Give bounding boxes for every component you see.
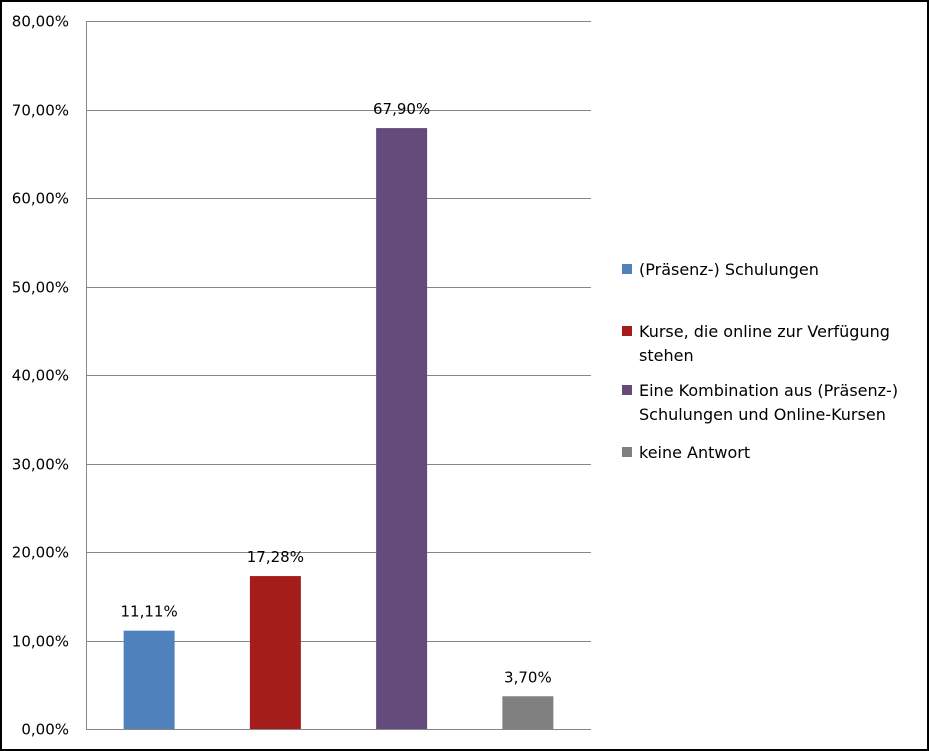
legend-label-kombination: Eine Kombination aus (Präsenz-) Schulung… (639, 381, 899, 424)
data-label-0: 11,11% (121, 603, 178, 621)
y-tick-label: 30,00% (12, 456, 69, 474)
legend-label-praesenz-schulungen: (Präsenz-) Schulungen (639, 260, 819, 279)
data-label-3: 3,70% (504, 668, 552, 686)
legend-item-praesenz-schulungen: (Präsenz-) Schulungen (622, 258, 914, 282)
y-tick-label: 60,00% (12, 190, 69, 208)
gridlines (86, 21, 591, 730)
y-tick-label: 50,00% (12, 279, 69, 297)
legend-swatch-kombination (622, 385, 632, 395)
data-label-1: 17,28% (247, 548, 304, 566)
bar-3 (502, 696, 554, 729)
data-labels: 11,11% 17,28% 67,90% 3,70% (121, 100, 552, 686)
legend-item-online-kurse: Kurse, die online zur Verfügung stehen (622, 320, 914, 368)
y-tick-label: 20,00% (12, 544, 69, 562)
y-tick-label: 40,00% (12, 367, 69, 385)
legend-swatch-keine-antwort (622, 447, 632, 457)
y-tick-label: 10,00% (12, 633, 69, 651)
bar-1 (249, 576, 301, 729)
y-tick-label: 70,00% (12, 102, 69, 120)
legend-item-keine-antwort: keine Antwort (622, 441, 914, 465)
bars (123, 128, 554, 729)
legend-label-keine-antwort: keine Antwort (639, 443, 751, 462)
bar-0 (123, 630, 175, 729)
y-axis-ticks: 0,00% 10,00% 20,00% 30,00% 40,00% 50,00% 60,00… (12, 13, 69, 739)
y-tick-label: 80,00% (12, 13, 69, 31)
legend-swatch-praesenz-schulungen (622, 264, 632, 274)
legend-item-kombination: Eine Kombination aus (Präsenz-) Schulung… (622, 379, 914, 427)
legend-label-online-kurse: Kurse, die online zur Verfügung stehen (639, 322, 890, 365)
legend-swatch-online-kurse (622, 326, 632, 336)
y-tick-label: 0,00% (21, 721, 69, 739)
data-label-2: 67,90% (373, 100, 430, 118)
bar-2 (376, 128, 428, 729)
